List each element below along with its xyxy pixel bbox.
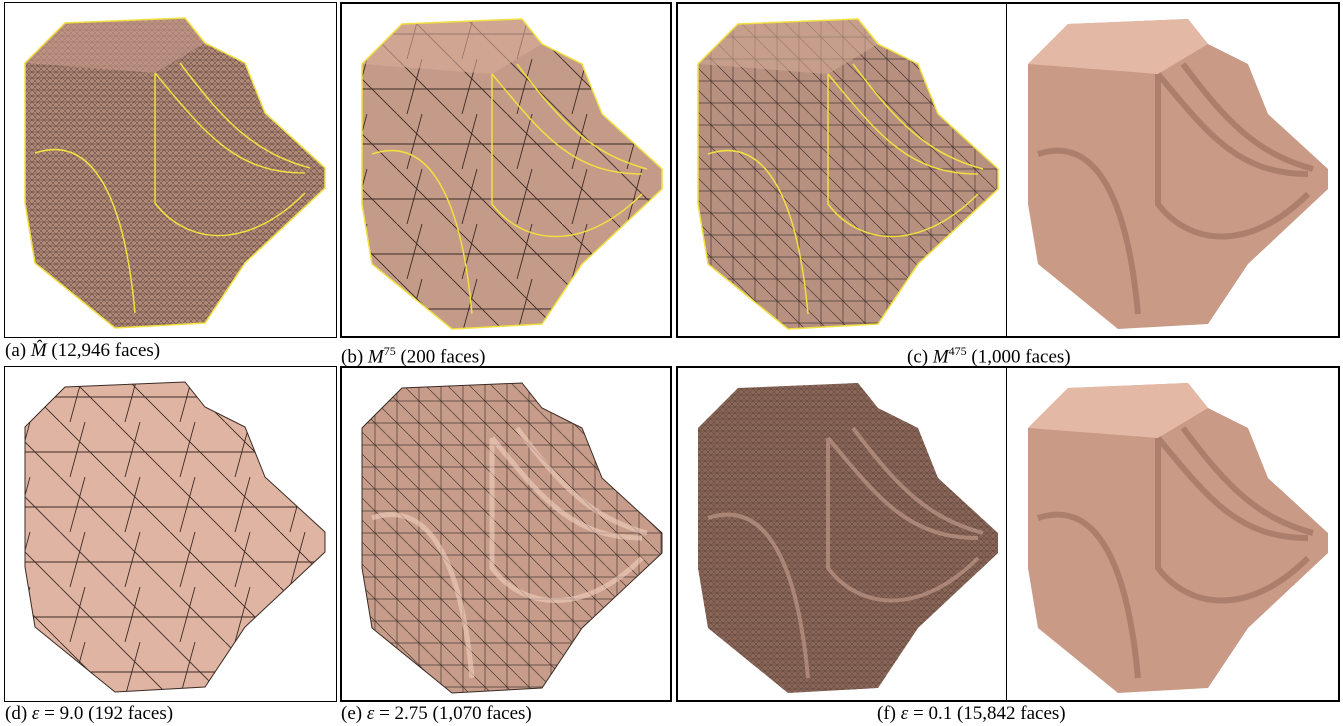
caption: (b) M75 (200 faces) — [341, 340, 485, 368]
label: (e) — [341, 703, 363, 724]
superscript: 75 — [383, 344, 396, 358]
superscript: 475 — [948, 344, 967, 358]
symbol: M — [932, 346, 949, 368]
mesh-image — [698, 383, 998, 693]
label: (a) — [5, 340, 27, 361]
caption: (d) ε = 9.0 (192 faces) — [5, 703, 173, 725]
panel-e — [340, 366, 672, 702]
mesh-image — [361, 382, 663, 694]
mesh-image — [361, 18, 663, 330]
panel-d — [4, 366, 337, 702]
panel-b — [340, 2, 672, 338]
panel-f — [676, 366, 1340, 702]
mesh-image — [24, 17, 326, 329]
text: (200 faces) — [400, 346, 486, 368]
label: (f) — [877, 703, 896, 724]
label: (b) — [341, 346, 364, 368]
text: (1,000 faces) — [971, 346, 1071, 368]
panel-a — [4, 2, 337, 338]
divider — [1006, 368, 1007, 700]
text: = 2.75 (1,070 faces) — [379, 703, 532, 724]
label: (d) — [5, 703, 28, 724]
text: = 9.0 (192 faces) — [44, 703, 174, 724]
caption: (a) M̂ (12,946 faces) — [5, 340, 160, 362]
panel-c — [676, 2, 1340, 338]
symbol: M — [367, 346, 384, 368]
symbol: ε — [31, 703, 40, 724]
smooth-image — [1028, 383, 1328, 693]
text: = 0.1 (15,842 faces) — [912, 703, 1066, 724]
symbol: ε — [366, 703, 375, 724]
caption: (c) M475 (1,000 faces) — [907, 340, 1071, 368]
caption: (f) ε = 0.1 (15,842 faces) — [877, 703, 1066, 725]
label: (c) — [907, 346, 929, 368]
smooth-image — [1028, 19, 1328, 329]
text: (12,946 faces) — [51, 340, 161, 361]
mesh-image — [24, 381, 326, 693]
divider — [1006, 4, 1007, 336]
mesh-image — [697, 18, 999, 330]
caption: (e) ε = 2.75 (1,070 faces) — [341, 703, 532, 725]
symbol: M̂ — [30, 340, 47, 361]
symbol: ε — [900, 703, 909, 724]
